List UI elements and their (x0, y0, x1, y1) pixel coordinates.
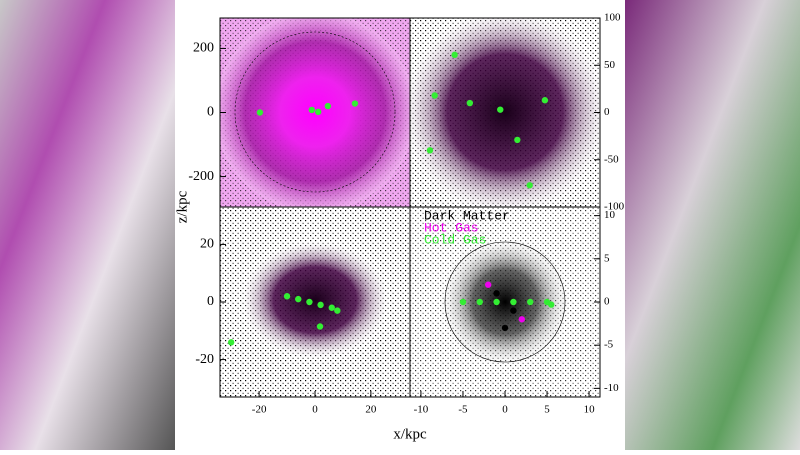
particle-cloud (410, 18, 600, 207)
point (351, 100, 359, 107)
legend-entry: Dark Matter (424, 208, 510, 223)
point (501, 324, 509, 332)
point (476, 298, 483, 306)
x-tick-label: 0 (312, 404, 318, 416)
point (431, 92, 438, 99)
x-tick-label: -20 (252, 404, 267, 416)
y-tick-label: 10 (604, 209, 616, 221)
point (514, 136, 521, 144)
x-tick-label: 5 (544, 404, 550, 416)
point (510, 298, 517, 306)
y-tick-label: -50 (604, 153, 619, 165)
point (328, 304, 335, 311)
y-tick-label: -200 (188, 169, 214, 184)
point (451, 51, 458, 59)
point (295, 295, 302, 303)
point (493, 298, 500, 306)
y-tick-label: 50 (604, 59, 616, 71)
y-tick-label: -100 (604, 201, 625, 213)
point (316, 323, 324, 330)
point (324, 102, 332, 110)
x-tick-label: -10 (414, 404, 429, 416)
x-tick-label: 20 (365, 404, 377, 416)
legend-entry: Hot Gas (424, 220, 479, 235)
y-tick-label: 0 (207, 105, 214, 120)
points (227, 293, 341, 346)
point (541, 97, 549, 104)
blurred-side (0, 0, 175, 450)
particle-cloud (410, 207, 600, 397)
points (426, 51, 549, 189)
y-tick-label: 20 (200, 237, 214, 252)
point (527, 298, 534, 306)
blurred-side (625, 0, 800, 450)
point (459, 298, 467, 306)
point (510, 307, 517, 314)
y-axis-label: z/kpc (174, 190, 190, 223)
point (526, 182, 533, 189)
point (306, 298, 313, 306)
particle-cloud (220, 207, 410, 397)
y-tick-label: 100 (604, 12, 621, 24)
x-tick-label: 10 (584, 404, 596, 416)
point (493, 290, 500, 297)
x-axis-label: x/kpc (393, 426, 427, 442)
point (227, 339, 235, 346)
point (466, 99, 474, 107)
point (283, 293, 291, 300)
point (518, 316, 526, 323)
point (334, 307, 341, 314)
point (497, 106, 504, 113)
legend-entry: Cold Gas (424, 232, 486, 247)
y-tick-label: 200 (193, 41, 214, 56)
points (459, 281, 555, 332)
x-tick-label: -5 (458, 404, 468, 416)
points (256, 100, 359, 116)
point (548, 301, 555, 308)
point (426, 147, 434, 154)
point (484, 281, 492, 288)
y-tick-label: 5 (604, 252, 610, 264)
y-tick-label: -20 (195, 352, 214, 367)
y-tick-label: 0 (207, 294, 214, 309)
point (315, 108, 322, 116)
point (317, 301, 324, 309)
y-tick-label: 0 (604, 106, 610, 118)
point (256, 109, 264, 116)
point (308, 106, 315, 114)
y-tick-label: -5 (604, 339, 614, 351)
y-tick-label: 0 (604, 296, 610, 308)
y-tick-label: -10 (604, 382, 619, 394)
particle-cloud (220, 18, 410, 207)
x-tick-label: 0 (502, 404, 508, 416)
